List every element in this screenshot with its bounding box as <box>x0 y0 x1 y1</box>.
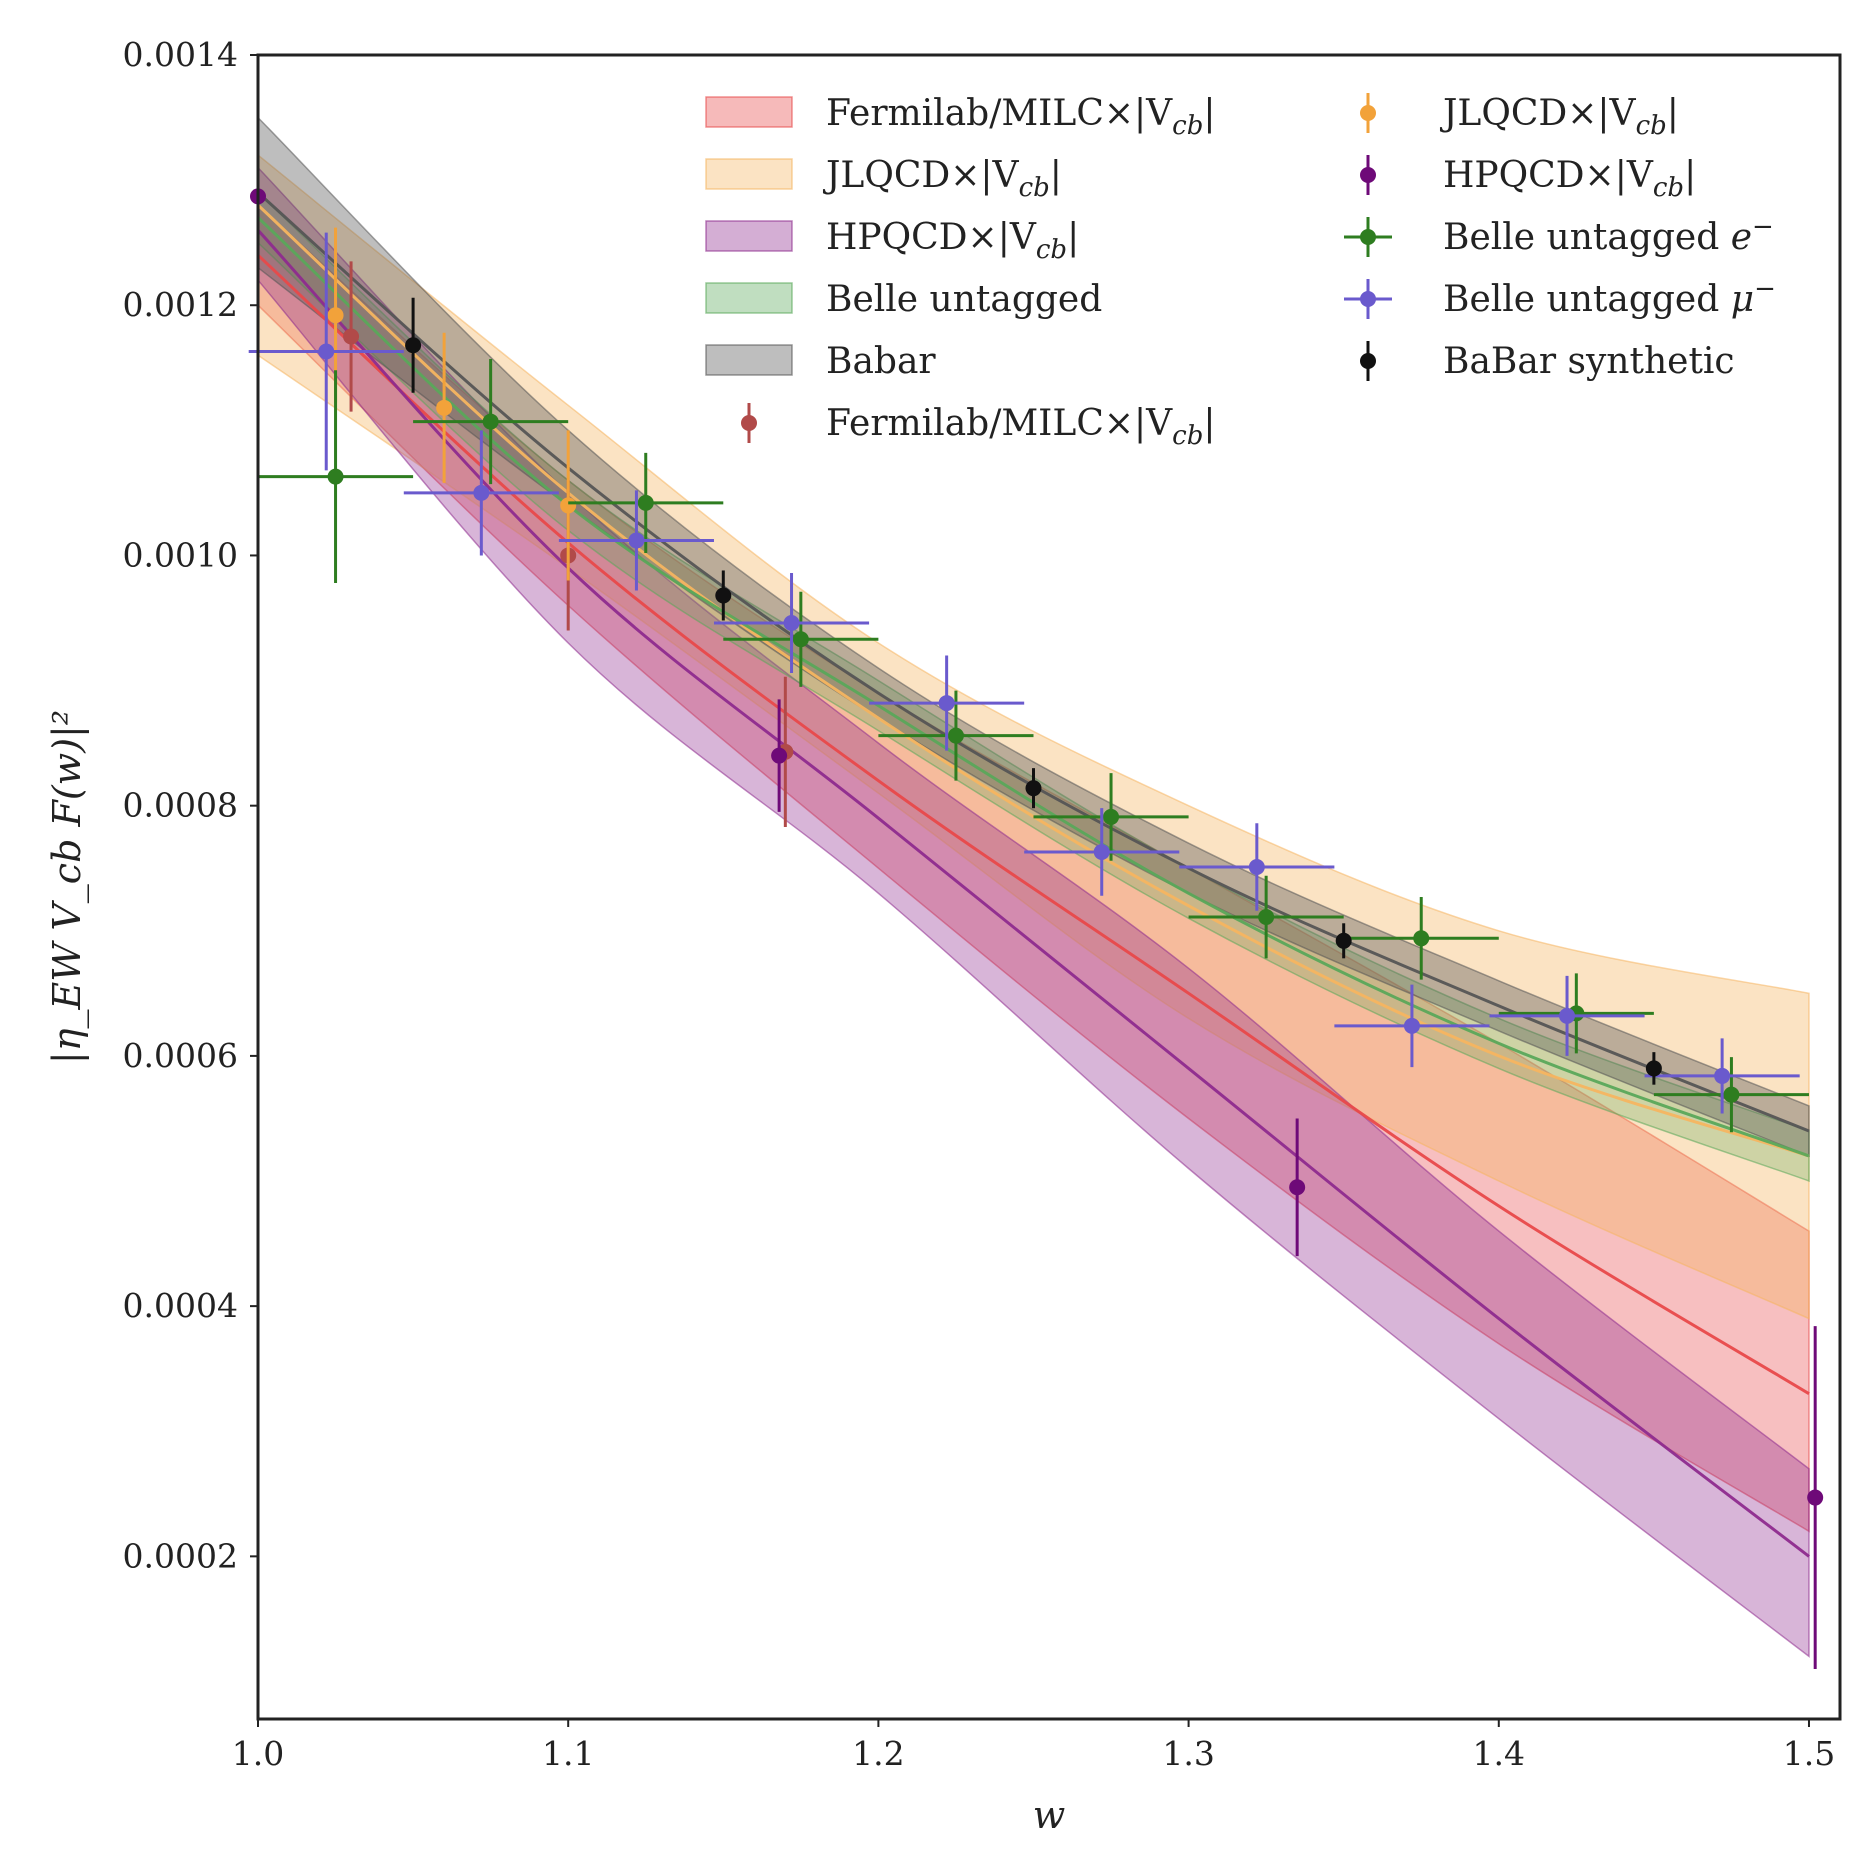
center-line-belle-untagged <box>256 216 1810 1158</box>
data-point <box>473 484 490 501</box>
data-point <box>1258 909 1275 926</box>
center-line-babar <box>257 191 1810 1133</box>
band-jlqcd-v-cb <box>257 153 1810 1320</box>
data-point <box>783 615 800 632</box>
legend-item-belle-untagged-pointx: Belle untagged μ− <box>1344 274 1776 320</box>
legend-label: Belle untagged e− <box>1443 212 1774 258</box>
data-point <box>1335 932 1352 949</box>
legend-label: HPQCD×|Vcb| <box>826 217 1079 265</box>
data-point <box>343 328 360 345</box>
y-axis: 0.0002 0.0004 0.0006 0.0008 0.0010 0.0012 0.00… <box>123 35 258 1575</box>
y-tick-label: 0.0002 <box>123 1536 238 1575</box>
legend-label: Babar <box>826 341 936 382</box>
y-tick-label: 0.0012 <box>123 285 238 324</box>
y-axis-label: |η_EW V_cb F(w)|² <box>45 710 90 1064</box>
y-tick-label: 0.0014 <box>123 35 238 74</box>
series-belle-untagged-e <box>258 359 1809 1133</box>
legend-label: Fermilab/MILC×|Vcb| <box>826 403 1216 451</box>
x-tick-label: 1.3 <box>1162 1734 1214 1773</box>
data-point <box>436 399 453 416</box>
data-point <box>1559 1007 1576 1024</box>
data-point <box>1403 1017 1420 1034</box>
legend-item-hpqcd-v-point: HPQCD×|Vcb| <box>1360 155 1696 203</box>
x-tick-label: 1.0 <box>232 1734 284 1773</box>
data-point <box>1025 780 1042 797</box>
legend-item-babar-synthetic-point: BaBar synthetic <box>1360 341 1735 382</box>
series-belle-untagged <box>248 232 1800 1114</box>
series-hpqcd-v-cb <box>250 183 1824 1669</box>
data-point <box>947 727 964 744</box>
legend-label: BaBar synthetic <box>1443 341 1735 382</box>
data-point <box>1807 1489 1824 1506</box>
legend-label: Belle untagged <box>826 279 1102 320</box>
legend-label: HPQCD×|Vcb| <box>1443 155 1696 203</box>
x-tick-label: 1.5 <box>1783 1734 1835 1773</box>
data-points-layer <box>248 183 1824 1669</box>
data-point <box>628 532 645 549</box>
x-axis-label: w <box>1033 1793 1066 1837</box>
band-hpqcd-v-cb <box>257 165 1810 1658</box>
center-line-fermilab-milc-v-cb <box>256 254 1810 1395</box>
data-point <box>1248 858 1265 875</box>
x-tick-label: 1.4 <box>1473 1734 1525 1773</box>
legend-item-fermilab-milc-vcb-point: Fermilab/MILC×|Vcb| <box>741 403 1216 451</box>
data-point <box>637 494 654 511</box>
legend-swatch <box>1360 353 1376 369</box>
legend-label: JLQCD×|Vcb| <box>1439 93 1679 141</box>
legend-swatch <box>1360 105 1376 121</box>
legend-item-jlqcd-vcb-band: JLQCD×|Vcb| <box>705 155 1062 203</box>
legend-swatch <box>705 96 793 128</box>
legend-item-fermilab-milc-vcb-band: Fermilab/MILC×|Vcb| <box>705 93 1216 141</box>
data-point <box>715 587 732 604</box>
center-lines-layer <box>256 191 1810 1558</box>
x-tick-label: 1.1 <box>542 1734 594 1773</box>
y-tick-label: 0.0010 <box>123 535 238 574</box>
data-point <box>1723 1086 1740 1103</box>
data-point <box>1289 1179 1306 1196</box>
legend-label: JLQCD×|Vcb| <box>822 155 1062 203</box>
data-point <box>792 631 809 648</box>
legend-label: Belle untagged μ− <box>1443 274 1776 320</box>
data-point <box>327 307 344 324</box>
band-fermilab-milc-v-cb <box>257 203 1810 1533</box>
legend-swatch <box>705 282 793 314</box>
data-point <box>482 413 499 430</box>
x-axis: 1.0 1.1 1.2 1.3 1.4 1.5 <box>232 1719 1835 1773</box>
legend-item-belle-untagged-e-pointx: Belle untagged e− <box>1344 212 1774 258</box>
y-tick-label: 0.0008 <box>123 786 238 825</box>
center-line-hpqcd-v-cb <box>256 229 1810 1558</box>
legend-item-belle-untagged-band: Belle untagged <box>705 279 1102 320</box>
data-point <box>938 695 955 712</box>
data-point <box>1714 1067 1731 1084</box>
series-babar-synthetic <box>405 297 1662 1085</box>
center-line-jlqcd-v-cb <box>256 204 1810 1158</box>
legend-swatch <box>1360 291 1376 307</box>
plot-frame <box>256 53 1842 1721</box>
legend-swatch <box>705 158 793 190</box>
y-tick-label: 0.0004 <box>123 1286 238 1325</box>
data-point <box>1645 1060 1662 1077</box>
legend-item-babar-band: Babar <box>705 341 936 382</box>
legend-label: Fermilab/MILC×|Vcb| <box>826 93 1216 141</box>
legend-item-jlqcd-v-point: JLQCD×|Vcb| <box>1360 93 1679 141</box>
data-point <box>771 747 788 764</box>
legend-swatch <box>1360 229 1376 245</box>
data-point <box>327 468 344 485</box>
data-point <box>1103 808 1120 825</box>
y-tick-label: 0.0006 <box>123 1036 238 1075</box>
legend-swatch <box>1360 167 1376 183</box>
legend: Fermilab/MILC×|Vcb| JLQCD×|Vcb| HPQCD×|Vcb… <box>705 93 1776 451</box>
data-point <box>560 497 577 514</box>
data-point <box>1093 843 1110 860</box>
x-tick-label: 1.2 <box>852 1734 904 1773</box>
data-point <box>405 337 422 354</box>
legend-swatch <box>705 220 793 252</box>
data-point <box>1413 930 1430 947</box>
legend-item-hpqcd-vcb-band: HPQCD×|Vcb| <box>705 217 1079 265</box>
legend-swatch <box>705 344 793 376</box>
data-point <box>318 343 335 360</box>
legend-swatch <box>741 415 757 431</box>
